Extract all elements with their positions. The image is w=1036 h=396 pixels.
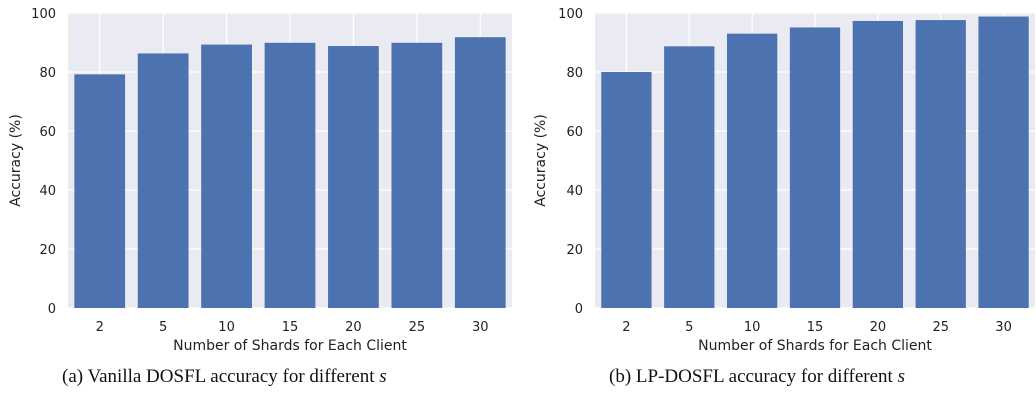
bar xyxy=(601,72,652,308)
bar xyxy=(74,74,126,308)
bar xyxy=(328,46,379,308)
y-axis-label: Accuracy (%) xyxy=(533,114,549,207)
bar xyxy=(727,33,778,309)
x-tick-label: 5 xyxy=(685,320,693,335)
y-tick-label: 80 xyxy=(566,66,583,81)
bar xyxy=(391,42,443,309)
bar xyxy=(664,46,715,309)
x-tick-label: 20 xyxy=(870,320,887,335)
bar xyxy=(852,20,903,309)
y-tick-label: 40 xyxy=(39,184,56,199)
caption-variable: s xyxy=(379,366,387,387)
y-tick-label: 80 xyxy=(39,66,56,81)
chart-panel-b: 0 20 40 60 80 100 2 5 10 15 20 25 30 Number of Shards… xyxy=(525,0,1036,396)
y-tick-label: 20 xyxy=(39,243,56,258)
bar xyxy=(201,44,252,308)
chart-caption-a: (a) Vanilla DOSFL accuracy for different… xyxy=(62,366,387,388)
caption-variable: s xyxy=(897,366,905,387)
bar xyxy=(789,27,841,309)
bar xyxy=(137,53,189,308)
x-axis-label: Number of Shards for Each Client xyxy=(173,338,407,354)
chart-panel-a: 0 20 40 60 80 100 2 5 10 15 20 25 30 Number of Shards… xyxy=(8,7,512,388)
x-tick-label: 15 xyxy=(807,320,824,335)
y-tick-label: 0 xyxy=(48,302,56,317)
y-tick-label: 60 xyxy=(39,125,56,140)
x-tick-label: 25 xyxy=(932,320,949,335)
y-tick-label: 100 xyxy=(31,7,56,22)
x-tick-label: 20 xyxy=(345,320,362,335)
bar xyxy=(915,20,966,309)
x-tick-label: 15 xyxy=(282,320,299,335)
y-tick-label: 20 xyxy=(566,243,583,258)
y-tick-label: 0 xyxy=(575,302,583,317)
y-tick-label: 40 xyxy=(566,184,583,199)
x-tick-label: 10 xyxy=(218,320,235,335)
x-tick-label: 30 xyxy=(995,320,1012,335)
x-tick-label: 25 xyxy=(409,320,426,335)
y-tick-label: 60 xyxy=(566,125,583,140)
x-tick-label: 2 xyxy=(96,320,104,335)
caption-text: (a) Vanilla DOSFL accuracy for different xyxy=(62,366,375,387)
x-axis-label: Number of Shards for Each Client xyxy=(698,338,932,354)
caption-text: (b) LP-DOSFL accuracy for different xyxy=(609,366,893,387)
bar xyxy=(978,16,1029,308)
x-tick-label: 10 xyxy=(744,320,761,335)
x-tick-label: 5 xyxy=(159,320,167,335)
y-tick-label: 100 xyxy=(558,7,583,22)
bar xyxy=(454,37,506,308)
bar xyxy=(264,42,316,309)
chart-caption-b: (b) LP-DOSFL accuracy for different s xyxy=(609,366,905,388)
x-tick-label: 2 xyxy=(622,320,630,335)
y-axis-label: Accuracy (%) xyxy=(8,114,24,207)
x-tick-label: 30 xyxy=(472,320,489,335)
